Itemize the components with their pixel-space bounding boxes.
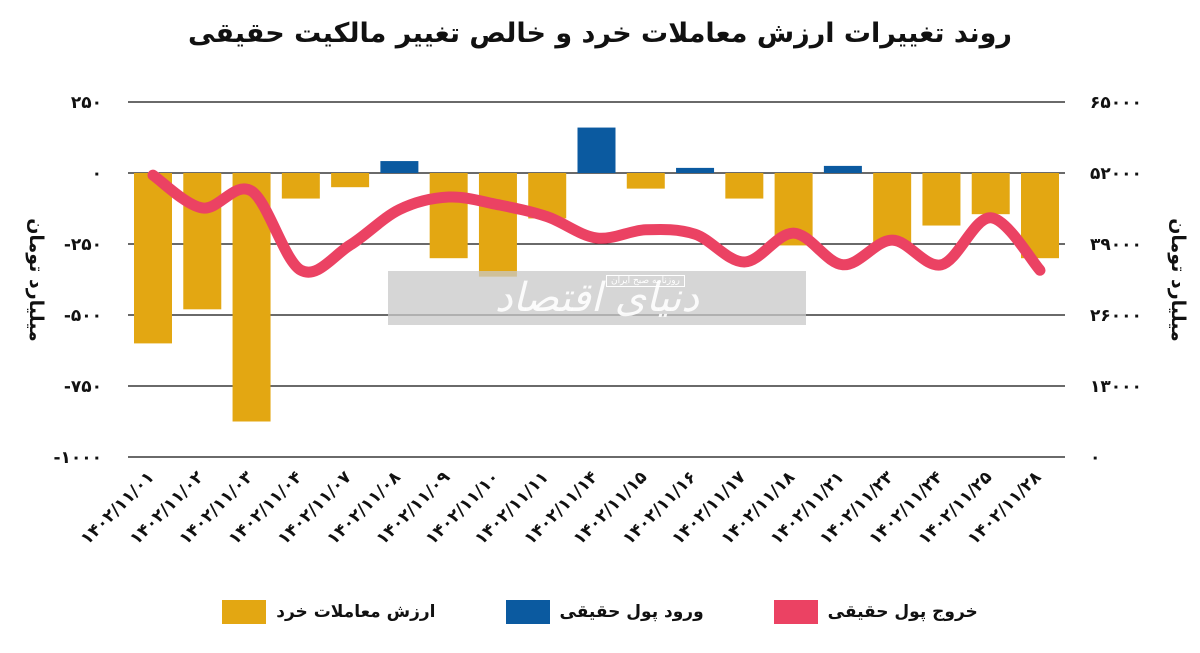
y-tick-left: -۵۰۰ [64, 306, 102, 326]
outflow-line [147, 169, 1046, 278]
legend-label: خروج پول حقیقی [827, 602, 978, 622]
legend-label: ارزش معاملات خرد [276, 602, 436, 622]
legend-item: ارزش معاملات خرد [222, 600, 436, 624]
watermark: دنیای اقتصاد روزنامه صبح ایران [388, 271, 806, 325]
y-tick-left: -۱۰۰۰ [53, 448, 102, 468]
y-axis-left-title: میلیارد تومان [25, 218, 47, 342]
chart-title: روند تغییرات ارزش معاملات خرد و خالص تغی… [188, 18, 1012, 49]
bar [676, 167, 715, 173]
y-axis-left: ۲۵۰ ۰ -۲۵۰ -۵۰۰ -۷۵۰ -۱۰۰۰ [53, 93, 102, 468]
bar [626, 173, 665, 189]
legend: خروج پول حقیقی ورود پول حقیقی ارزش معاملات… [0, 600, 1200, 624]
legend-swatch [222, 600, 267, 624]
x-axis: ۱۴۰۲/۱۱/۰۱۱۴۰۲/۱۱/۰۲۱۴۰۲/۱۱/۰۳۱۴۰۲/۱۱/۰۴… [77, 467, 1046, 549]
y-tick-right: ۱۳۰۰۰ [1090, 377, 1142, 397]
y-tick-left: ۰ [92, 164, 102, 184]
legend-swatch [773, 600, 818, 624]
bar [725, 173, 764, 199]
bar [971, 173, 1010, 215]
bar [823, 165, 862, 173]
line-series [147, 169, 1046, 278]
bar [873, 173, 912, 243]
legend-item: ورود پول حقیقی [505, 600, 704, 624]
y-tick-left: -۷۵۰ [64, 377, 102, 397]
y-tick-left: ۲۵۰ [71, 93, 102, 113]
y-axis-right: ۶۵۰۰۰ ۵۲۰۰۰ ۳۹۰۰۰ ۲۶۰۰۰ ۱۳۰۰۰ ۰ [1090, 93, 1142, 468]
y-axis-right-title: میلیارد تومان [1167, 218, 1189, 342]
y-tick-right: ۶۵۰۰۰ [1090, 93, 1142, 113]
bar [577, 127, 616, 173]
y-tick-left: -۲۵۰ [64, 235, 102, 255]
y-tick-right: ۰ [1090, 448, 1100, 468]
bar [922, 173, 961, 226]
bar [183, 173, 222, 310]
bar [478, 173, 517, 277]
watermark-subtitle: روزنامه صبح ایران [606, 275, 685, 287]
bar [331, 173, 370, 188]
bar-series [134, 127, 1059, 422]
bar [429, 173, 468, 259]
bar [281, 173, 320, 199]
legend-item: خروج پول حقیقی [773, 600, 978, 624]
y-tick-right: ۲۶۰۰۰ [1090, 306, 1142, 326]
watermark-logo-text: دنیای اقتصاد [494, 275, 700, 321]
legend-swatch [505, 600, 550, 624]
y-tick-right: ۳۹۰۰۰ [1090, 235, 1142, 255]
legend-label: ورود پول حقیقی [559, 602, 704, 622]
y-tick-right: ۵۲۰۰۰ [1090, 164, 1142, 184]
bar [380, 161, 419, 173]
bar [134, 173, 172, 344]
